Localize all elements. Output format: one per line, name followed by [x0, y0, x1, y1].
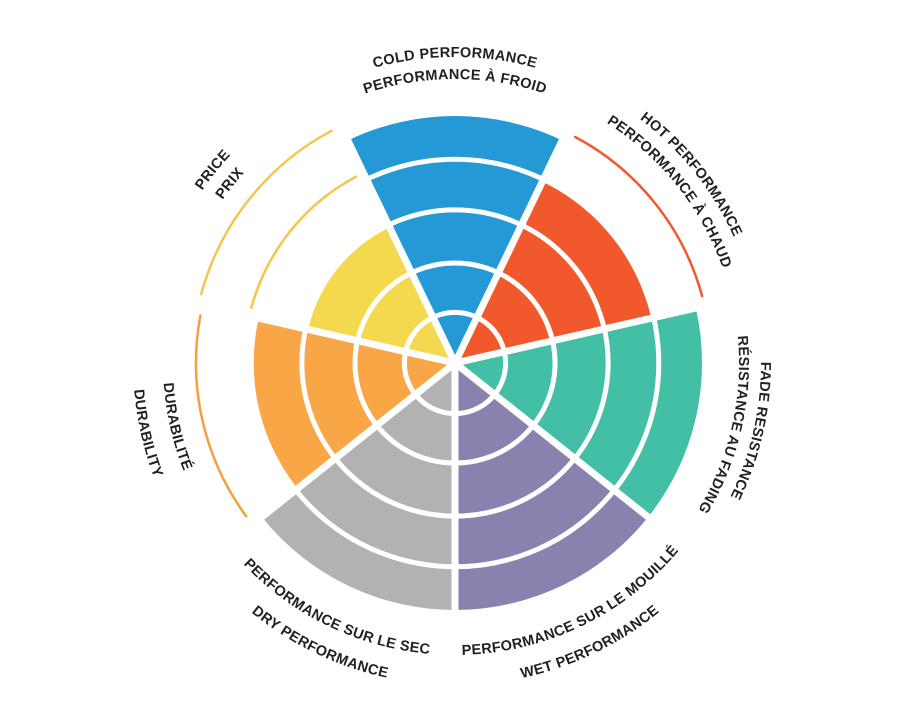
wedge-wet-performance: [455, 363, 649, 610]
label-cold-performance-fr: PERFORMANCE À FROID: [361, 67, 548, 97]
label-text-hot-performance-en: HOT PERFORMANCE: [637, 109, 744, 238]
label-hot-performance-en: HOT PERFORMANCE: [637, 109, 745, 238]
guide-arc-durability-0: [194, 314, 248, 518]
spoke-separator: [451, 133, 568, 365]
label-durability-fr: DURABILITÉ: [160, 382, 196, 473]
label-durability-en: DURABILITY: [130, 389, 165, 480]
guide-arc-price-0: [199, 129, 333, 296]
spoke-separator: [342, 133, 459, 365]
label-text-durability-en: DURABILITY: [130, 389, 165, 480]
spoke-separator: [207, 303, 456, 367]
wedge-fade-resistance: [455, 308, 703, 517]
spoke-separator: [452, 360, 655, 524]
label-text-durability-fr: DURABILITÉ: [160, 382, 196, 473]
spoke-separator: [255, 360, 458, 524]
guide-arc-hot-performance-0: [573, 135, 704, 298]
wedge-dry-performance: [261, 363, 455, 610]
wedge-cold-performance: [347, 115, 563, 363]
spoke-separator: [454, 303, 703, 367]
guide-arc-price-1: [250, 175, 358, 310]
label-text-cold-performance-fr: PERFORMANCE À FROID: [361, 67, 548, 97]
